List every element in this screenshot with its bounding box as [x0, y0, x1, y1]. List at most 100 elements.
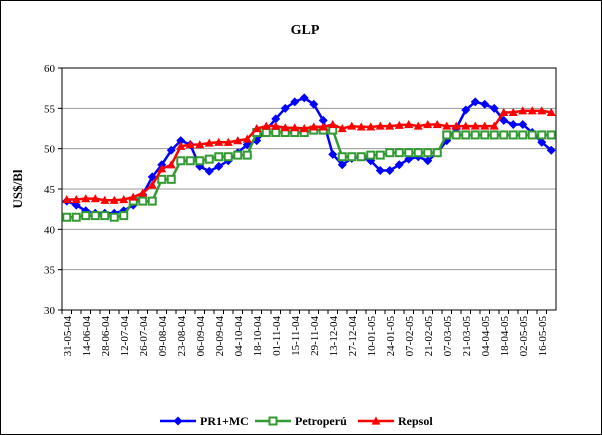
x-tick-label: 09-08-04 — [157, 316, 169, 357]
data-point — [90, 211, 100, 221]
data-point — [204, 166, 214, 176]
x-tick-label: 13-12-04 — [328, 316, 340, 357]
data-point — [204, 138, 214, 147]
y-tick-label: 35 — [44, 265, 56, 277]
x-tick-label: 12-07-04 — [119, 316, 131, 357]
data-point — [299, 93, 309, 103]
data-point — [385, 148, 395, 158]
x-tick-label: 28-06-04 — [100, 316, 112, 357]
data-point — [138, 196, 148, 206]
y-tick-label: 55 — [44, 103, 56, 115]
data-point — [546, 107, 556, 116]
data-point — [480, 121, 490, 130]
data-point — [527, 106, 537, 115]
data-point — [480, 130, 490, 140]
x-tick-label: 29-11-04 — [309, 316, 321, 356]
data-point — [347, 121, 357, 130]
data-point — [423, 156, 433, 166]
data-point — [537, 106, 547, 115]
data-point — [166, 145, 176, 155]
data-point — [347, 152, 357, 162]
data-point — [242, 134, 252, 143]
data-point — [119, 211, 129, 221]
data-point — [157, 164, 167, 173]
x-tick-label: 31-05-04 — [62, 316, 74, 357]
data-point — [185, 156, 195, 166]
data-point — [508, 119, 518, 129]
data-point — [147, 180, 157, 189]
data-point — [280, 103, 290, 113]
data-point — [470, 97, 480, 107]
data-point — [489, 103, 499, 113]
data-point — [432, 148, 442, 158]
data-point — [489, 130, 499, 140]
legend-label: PR1+MC — [200, 414, 249, 428]
data-point — [442, 121, 452, 130]
data-point — [128, 192, 138, 201]
data-point — [204, 154, 214, 164]
data-point — [233, 150, 243, 160]
data-point — [375, 150, 385, 160]
data-point — [299, 124, 309, 133]
data-point — [223, 137, 233, 146]
x-tick-label: 10-01-05 — [366, 316, 378, 357]
x-tick-label: 07-02-05 — [404, 316, 416, 357]
y-tick-label: 50 — [44, 144, 56, 156]
data-point — [375, 121, 385, 130]
data-point — [356, 122, 366, 131]
data-point — [280, 123, 290, 132]
x-tick-label: 27-12-04 — [347, 316, 359, 357]
data-point — [413, 121, 423, 130]
data-point — [518, 119, 528, 129]
data-point — [271, 128, 281, 138]
data-point — [470, 121, 480, 130]
x-tick-label: 18-04-05 — [499, 316, 511, 357]
x-tick-label: 16-05-05 — [537, 316, 549, 357]
data-point — [271, 121, 281, 130]
data-point — [394, 120, 404, 129]
data-point — [90, 194, 100, 203]
data-point — [109, 212, 119, 222]
data-point — [195, 156, 205, 166]
data-point — [328, 119, 338, 129]
data-point — [309, 99, 319, 109]
data-point — [261, 121, 271, 130]
x-tick-label: 04-10-04 — [233, 316, 245, 357]
x-tick-label: 04-04-05 — [480, 316, 492, 357]
data-point — [100, 211, 110, 221]
data-point — [318, 115, 328, 125]
data-point — [394, 148, 404, 158]
data-point — [442, 130, 452, 140]
x-tick-label: 24-01-05 — [385, 316, 397, 357]
x-tick-label: 01-11-04 — [271, 316, 283, 356]
y-tick-label: 40 — [44, 224, 56, 236]
data-point — [214, 161, 224, 171]
x-tick-label: 20-09-04 — [214, 316, 226, 357]
series-line — [66, 109, 552, 202]
data-point — [423, 119, 433, 129]
data-point — [157, 174, 167, 184]
data-point — [271, 114, 281, 124]
data-point — [138, 188, 148, 197]
data-point — [461, 121, 471, 130]
data-point — [546, 145, 556, 155]
data-point — [337, 160, 347, 170]
x-tick-label: 26-07-04 — [138, 316, 150, 357]
data-point — [404, 148, 414, 158]
data-point — [214, 137, 224, 146]
data-point — [423, 148, 433, 158]
series-line — [66, 96, 553, 215]
data-point — [432, 119, 442, 129]
data-point — [290, 97, 300, 107]
legend-label: Petroperú — [295, 414, 347, 428]
series-line — [66, 128, 552, 219]
data-point — [470, 130, 480, 140]
y-tick-label: 60 — [44, 63, 56, 75]
data-point — [375, 165, 385, 175]
data-point — [223, 152, 233, 162]
data-point — [166, 174, 176, 184]
data-point — [309, 122, 319, 131]
data-point — [480, 99, 490, 109]
